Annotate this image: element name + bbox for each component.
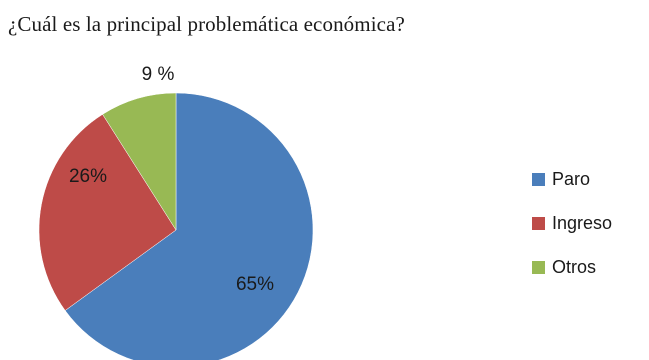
legend-label-paro: Paro — [552, 169, 590, 189]
pie-data-labels: 65% 26% 9 % — [69, 64, 274, 295]
legend-swatch-paro — [532, 173, 545, 186]
pie-slice-ingreso — [38, 113, 177, 311]
pie-slice-paro — [64, 92, 314, 360]
pie-slices — [38, 92, 314, 360]
legend-label-ingreso: Ingreso — [552, 213, 612, 233]
legend-swatch-ingreso — [532, 217, 545, 230]
chart-legend: Paro Ingreso Otros — [532, 169, 612, 277]
legend-label-otros: Otros — [552, 257, 596, 277]
data-label-otros: 9 % — [142, 64, 175, 85]
pie-slice-otros — [102, 92, 177, 231]
data-label-paro: 65% — [236, 274, 274, 295]
data-label-ingreso: 26% — [69, 166, 107, 187]
legend-swatch-otros — [532, 261, 545, 274]
chart-title: ¿Cuál es la principal problemática econó… — [8, 12, 405, 36]
